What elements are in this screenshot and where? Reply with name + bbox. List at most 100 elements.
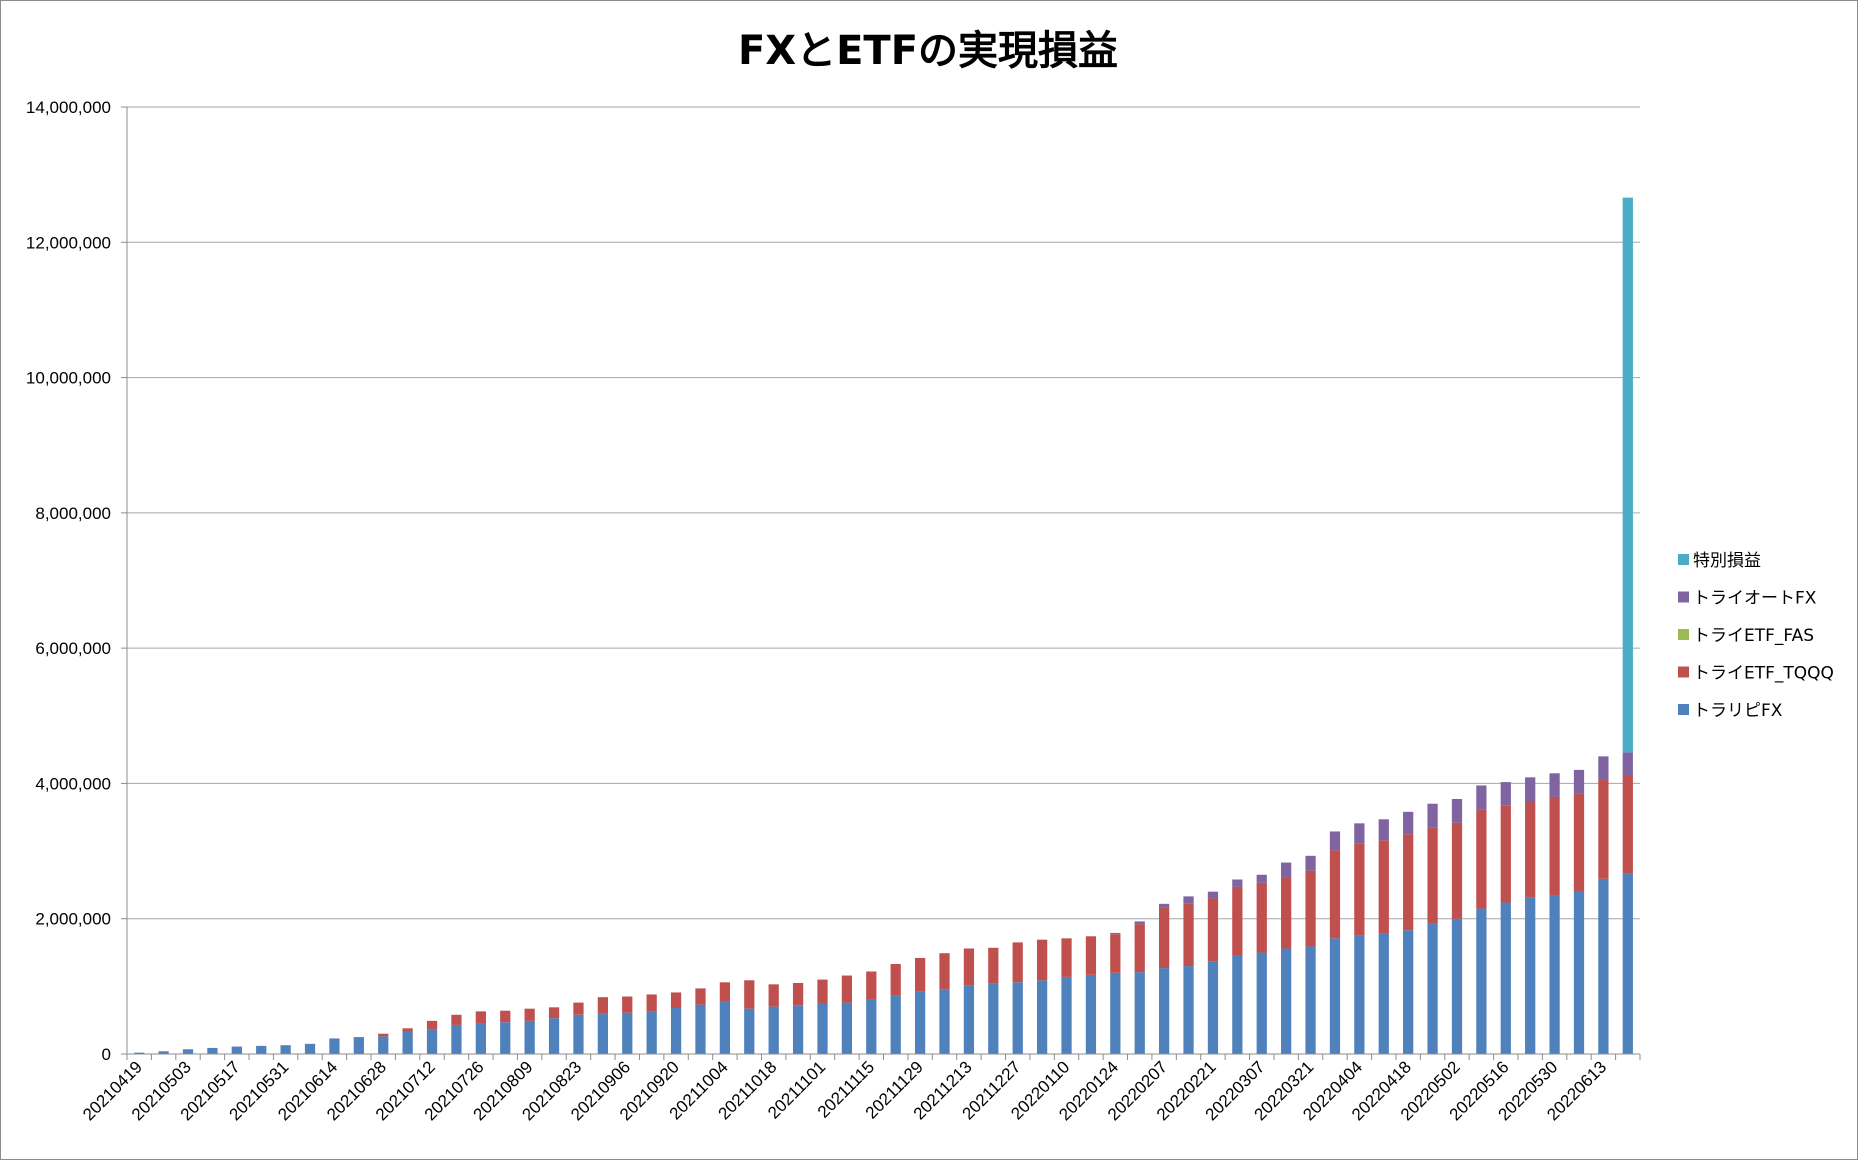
bar-segment bbox=[963, 985, 975, 1054]
bar-segment bbox=[1232, 886, 1243, 956]
bar-segment bbox=[1622, 197, 1633, 753]
x-axis-ticks: 2021041920210503202105172021053120210614… bbox=[79, 1054, 1641, 1124]
bar-segment bbox=[231, 1046, 242, 1054]
bar-segment bbox=[1525, 777, 1536, 802]
bar-segment bbox=[1134, 921, 1145, 925]
legend-item: トラリピFX bbox=[1678, 701, 1783, 721]
bar-segment bbox=[1573, 890, 1585, 1054]
bar-segment bbox=[890, 995, 901, 1054]
bar-segment bbox=[1549, 773, 1560, 797]
bar-segment bbox=[670, 992, 682, 1009]
legend-item: トライオートFX bbox=[1678, 589, 1817, 609]
bar-segment bbox=[841, 975, 853, 1003]
bar-segment bbox=[1159, 907, 1170, 969]
bar-segment bbox=[670, 1008, 682, 1054]
bar-segment bbox=[1476, 785, 1487, 810]
bar-segment bbox=[1549, 895, 1560, 1054]
bar-segment bbox=[1085, 974, 1097, 1054]
bar-segment bbox=[622, 996, 633, 1013]
bar-segment bbox=[646, 994, 657, 1012]
bar-segment bbox=[866, 971, 877, 1000]
bar-segment bbox=[1305, 855, 1316, 871]
bar-segment bbox=[622, 1012, 633, 1054]
bar-segment bbox=[1085, 936, 1097, 975]
bar-segment bbox=[963, 948, 975, 986]
bar-segment bbox=[402, 1031, 413, 1054]
legend-item: トライETF_FAS bbox=[1678, 626, 1814, 646]
bar-segment bbox=[1378, 840, 1389, 934]
bar-segment bbox=[1012, 942, 1023, 983]
bar-segment bbox=[573, 1002, 584, 1015]
bar-segment bbox=[475, 1023, 486, 1054]
bar-segment bbox=[1061, 938, 1072, 977]
bar-segment bbox=[988, 947, 999, 984]
bar-segment bbox=[1207, 961, 1219, 1054]
bar-segment bbox=[1622, 775, 1633, 874]
bar-segment bbox=[1598, 780, 1609, 879]
bar-segment bbox=[1183, 903, 1194, 967]
bar-segment bbox=[1427, 923, 1438, 1054]
y-tick-label: 2,000,000 bbox=[35, 910, 111, 929]
bar-segment bbox=[500, 1010, 511, 1023]
bar-segment bbox=[1573, 769, 1585, 794]
y-axis-ticks: 0 2,000,000 4,000,000 6,000,000 8,000,000 10,… bbox=[26, 98, 127, 1064]
bar-segment bbox=[1451, 918, 1463, 1054]
bar-segment bbox=[914, 991, 926, 1054]
bar-segment bbox=[1476, 908, 1487, 1054]
bar-segment bbox=[378, 1036, 389, 1054]
bar-segment bbox=[1622, 873, 1633, 1054]
legend-swatch bbox=[1678, 704, 1689, 715]
bar-segment bbox=[1598, 878, 1609, 1054]
bar-segment bbox=[475, 1011, 486, 1024]
bar-segment bbox=[1012, 982, 1023, 1054]
bar-segment bbox=[1305, 870, 1316, 947]
bar-segment bbox=[792, 1005, 804, 1054]
bar-segment bbox=[744, 980, 755, 1009]
legend-label: トライETF_FAS bbox=[1693, 626, 1814, 646]
bar-segment bbox=[1305, 946, 1316, 1054]
bar-segment bbox=[1207, 898, 1219, 962]
bar-segment bbox=[792, 982, 804, 1006]
bar-segment bbox=[1403, 930, 1414, 1054]
bar-segment bbox=[548, 1018, 560, 1054]
legend-swatch bbox=[1678, 554, 1689, 565]
bar-segment bbox=[939, 953, 950, 990]
legend-label: トライオートFX bbox=[1693, 589, 1817, 609]
y-tick-label: 0 bbox=[102, 1045, 111, 1064]
bar-segment bbox=[524, 1008, 535, 1021]
bar-segment bbox=[304, 1043, 316, 1054]
bar-segment bbox=[817, 1003, 828, 1054]
bar-segment bbox=[890, 964, 901, 996]
bar-segment bbox=[1354, 823, 1365, 844]
legend-label: 特別損益 bbox=[1693, 551, 1761, 571]
bar-segment bbox=[988, 983, 999, 1054]
bar-segment bbox=[1525, 801, 1536, 898]
bar-segment bbox=[695, 1004, 706, 1054]
bar-segment bbox=[1281, 877, 1292, 949]
bar-segment bbox=[1183, 966, 1194, 1054]
bar-segment bbox=[1500, 805, 1511, 903]
bar-segment bbox=[353, 1037, 364, 1054]
bar-segment bbox=[1573, 793, 1585, 891]
bar-segment bbox=[1622, 752, 1633, 776]
bar-segment bbox=[1598, 756, 1609, 781]
legend-swatch bbox=[1678, 591, 1689, 603]
bar-segment bbox=[1329, 938, 1341, 1054]
bar-segment bbox=[207, 1047, 218, 1054]
bar-segment bbox=[158, 1051, 169, 1054]
gridlines bbox=[127, 106, 1640, 920]
chart-title: FXとETFの実現損益 bbox=[738, 28, 1118, 74]
legend-label: トラリピFX bbox=[1693, 701, 1783, 721]
bar-segment bbox=[1256, 882, 1267, 953]
bar-segment bbox=[744, 1008, 755, 1054]
bar-segment bbox=[256, 1045, 267, 1054]
bar-segment bbox=[329, 1038, 340, 1054]
legend-item: トライETF_TQQQ bbox=[1678, 664, 1834, 684]
bar-segment bbox=[573, 1014, 584, 1054]
bar-segment bbox=[768, 984, 779, 1007]
bars bbox=[134, 197, 1633, 1054]
bar-segment bbox=[841, 1002, 853, 1054]
bar-segment bbox=[817, 979, 828, 1004]
